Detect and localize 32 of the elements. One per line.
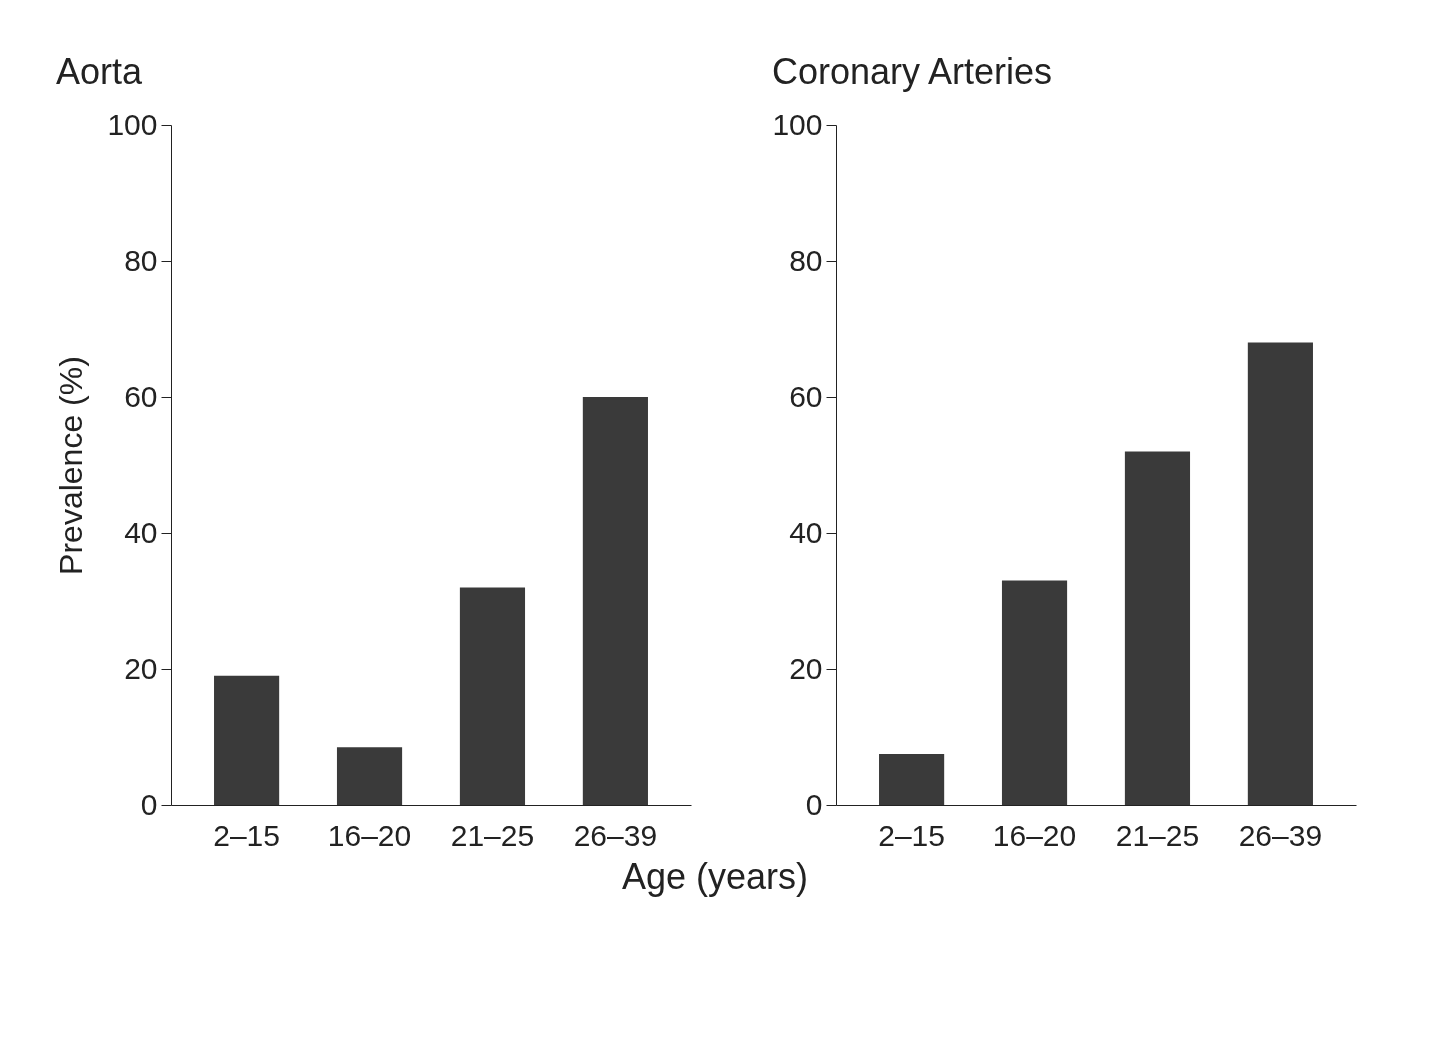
y-tick-label: 60 — [124, 379, 158, 413]
bar — [1247, 342, 1313, 805]
x-tick-label: 2–15 — [878, 818, 945, 852]
y-tick-label: 80 — [789, 243, 823, 277]
bar — [1124, 451, 1191, 805]
y-tick-label: 0 — [805, 787, 823, 821]
x-axis-title: Age (years) — [620, 856, 810, 898]
y-tick-label: 0 — [140, 787, 158, 821]
x-tick-label: 21–25 — [1115, 818, 1200, 852]
y-tick-label: 40 — [789, 515, 823, 549]
y-tick-label: 100 — [772, 107, 823, 141]
chart-title: Coronary Arteries — [771, 51, 1053, 92]
x-tick-label: 26–39 — [573, 818, 658, 852]
bar — [336, 747, 403, 805]
y-tick-label: 60 — [789, 379, 823, 413]
chart-title: Aorta — [55, 51, 143, 92]
x-tick-label: 16–20 — [327, 818, 412, 852]
y-tick-label: 80 — [124, 243, 158, 277]
y-axis-title: Prevalence (%) — [53, 356, 90, 575]
bar — [214, 675, 280, 805]
bar — [1001, 580, 1068, 805]
y-tick-label: 100 — [107, 107, 158, 141]
x-tick-label: 2–15 — [213, 818, 280, 852]
x-tick-label: 26–39 — [1238, 818, 1323, 852]
y-tick-label: 20 — [124, 651, 158, 685]
bar — [582, 397, 648, 805]
bar — [879, 754, 945, 805]
bar — [459, 587, 526, 805]
y-tick-label: 40 — [124, 515, 158, 549]
x-tick-label: 16–20 — [992, 818, 1077, 852]
y-tick-label: 20 — [789, 651, 823, 685]
x-tick-label: 21–25 — [450, 818, 535, 852]
